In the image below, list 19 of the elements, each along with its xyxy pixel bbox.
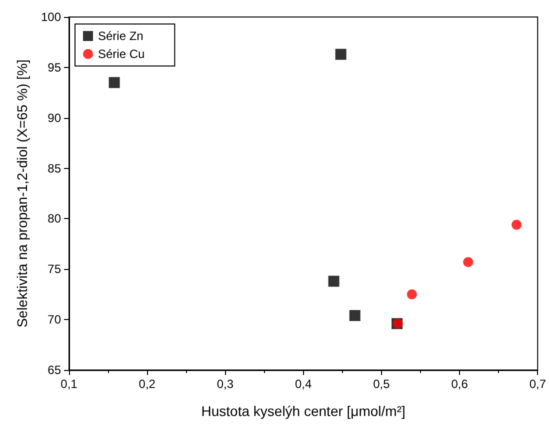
y-tick-label: 85 bbox=[48, 161, 62, 176]
x-tick-label: 0,1 bbox=[60, 377, 78, 391]
x-tick-label: 0,5 bbox=[373, 377, 390, 391]
legend-label: Série Zn bbox=[98, 29, 144, 43]
x-tick-label: 0,2 bbox=[138, 377, 156, 391]
y-tick-label: 80 bbox=[48, 212, 62, 226]
x-tick-label: 0,6 bbox=[451, 377, 468, 391]
y-tick-label: 75 bbox=[48, 262, 62, 276]
x-tick-label: 0,4 bbox=[294, 377, 312, 391]
y-tick-label: 100 bbox=[40, 10, 62, 24]
x-axis-title: Hustota kyselýh center [μmol/m²] bbox=[201, 403, 406, 419]
y-axis-title: Selektivita na propan-1,2-diol (X=65 %) [%] bbox=[14, 59, 30, 328]
y-tick-label: 95 bbox=[48, 60, 62, 74]
y-tick-label: 70 bbox=[48, 312, 62, 327]
y-tick-label: 65 bbox=[48, 363, 62, 377]
y-tick-label: 90 bbox=[48, 110, 62, 125]
legend-label: Série Cu bbox=[98, 47, 145, 61]
x-tick-label: 0,7 bbox=[529, 377, 546, 391]
x-tick-label: 0,3 bbox=[216, 377, 234, 391]
